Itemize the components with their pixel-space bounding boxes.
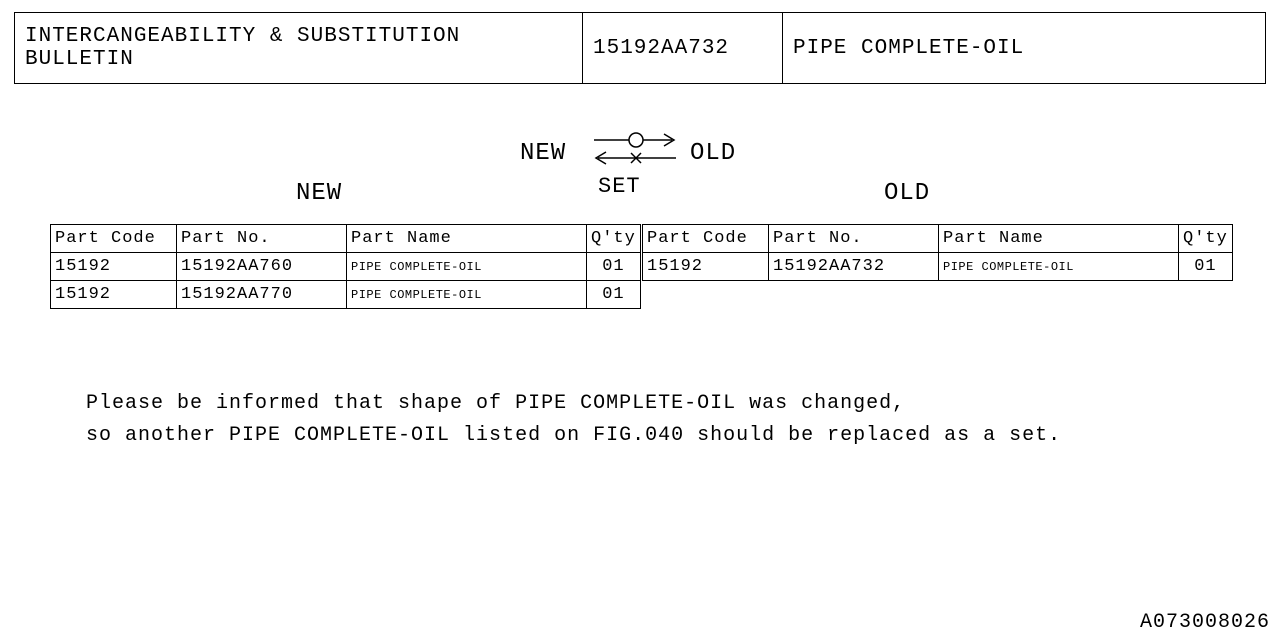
table-row: 15192 15192AA760 PIPE COMPLETE-OIL 01 [51, 253, 641, 281]
cell-qty: 01 [587, 281, 641, 309]
header-box: INTERCANGEABILITY & SUBSTITUTION BULLETI… [14, 12, 1266, 84]
header-part-no: 15192AA732 [583, 13, 783, 83]
col-part-name: Part Name [939, 225, 1179, 253]
cell-part-no: 15192AA770 [177, 281, 347, 309]
diagram-old-label: OLD [690, 140, 736, 167]
table-row: 15192 15192AA770 PIPE COMPLETE-OIL 01 [51, 281, 641, 309]
cell-part-no: 15192AA732 [769, 253, 939, 281]
col-part-no: Part No. [769, 225, 939, 253]
cell-part-code: 15192 [51, 281, 177, 309]
cell-part-code: 15192 [643, 253, 769, 281]
cell-part-code: 15192 [51, 253, 177, 281]
cell-part-name: PIPE COMPLETE-OIL [347, 281, 587, 309]
col-qty: Q'ty [1179, 225, 1233, 253]
document-number: A073008026 [1140, 611, 1270, 634]
col-part-name: Part Name [347, 225, 587, 253]
arrows-icon [592, 130, 682, 170]
interchange-diagram: NEW OLD SET [520, 122, 750, 192]
cell-qty: 01 [587, 253, 641, 281]
table-header-row: Part Code Part No. Part Name Q'ty [51, 225, 641, 253]
table-header-row: Part Code Part No. Part Name Q'ty [643, 225, 1233, 253]
diagram-new-label: NEW [520, 140, 566, 167]
cell-part-name: PIPE COMPLETE-OIL [939, 253, 1179, 281]
col-qty: Q'ty [587, 225, 641, 253]
col-part-code: Part Code [51, 225, 177, 253]
cell-part-name: PIPE COMPLETE-OIL [347, 253, 587, 281]
bulletin-note: Please be informed that shape of PIPE CO… [86, 388, 1061, 452]
note-line: Please be informed that shape of PIPE CO… [86, 388, 1061, 420]
table-row: 15192 15192AA732 PIPE COMPLETE-OIL 01 [643, 253, 1233, 281]
header-part-name: PIPE COMPLETE-OIL [783, 13, 1265, 83]
diagram-set-label: SET [598, 174, 641, 199]
col-part-no: Part No. [177, 225, 347, 253]
note-line: so another PIPE COMPLETE-OIL listed on F… [86, 420, 1061, 452]
old-parts-table: Part Code Part No. Part Name Q'ty 15192 … [642, 224, 1233, 281]
cell-qty: 01 [1179, 253, 1233, 281]
header-title: INTERCANGEABILITY & SUBSTITUTION BULLETI… [15, 13, 583, 83]
new-parts-table: Part Code Part No. Part Name Q'ty 15192 … [50, 224, 641, 309]
section-new-label: NEW [296, 180, 342, 207]
col-part-code: Part Code [643, 225, 769, 253]
section-old-label: OLD [884, 180, 930, 207]
cell-part-no: 15192AA760 [177, 253, 347, 281]
